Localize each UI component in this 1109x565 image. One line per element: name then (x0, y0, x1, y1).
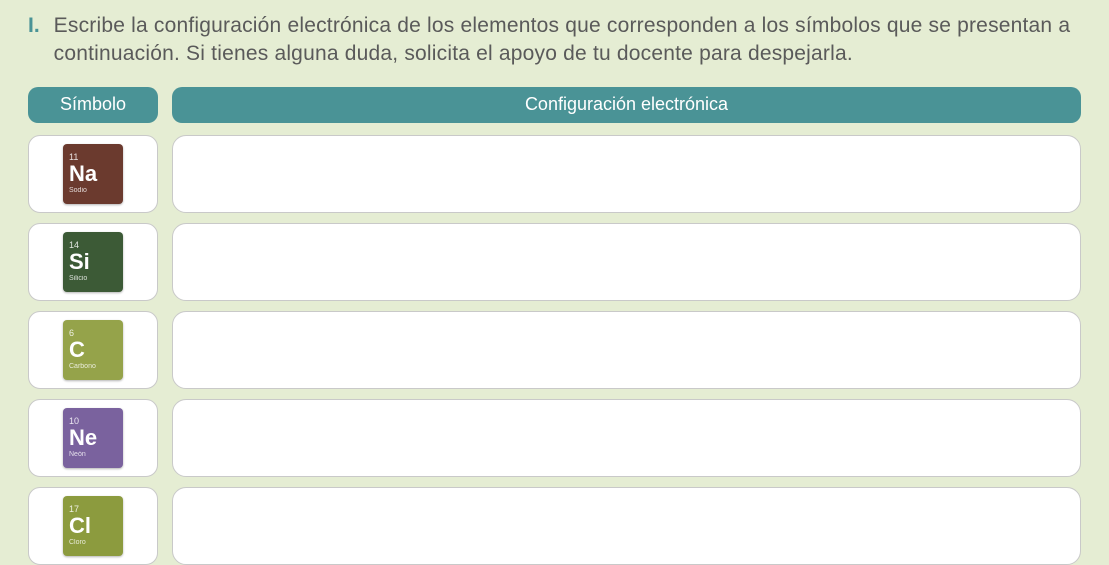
list-marker: I. (28, 12, 40, 69)
table-headers: Símbolo Configuración electrónica (28, 87, 1081, 123)
element-name: Cloro (69, 539, 86, 546)
config-input-cell[interactable] (172, 399, 1081, 477)
atomic-number: 11 (69, 153, 78, 162)
symbol-cell: 14Si Silicio (28, 223, 158, 301)
exercise-table: Símbolo Configuración electrónica 11Na So… (28, 87, 1081, 565)
table-row: 14Si Silicio (28, 223, 1081, 301)
config-input-cell[interactable] (172, 223, 1081, 301)
instruction-block: I. Escribe la configuración electrónica … (28, 12, 1081, 69)
table-row: 11Na Sodio (28, 135, 1081, 213)
rows-container: 11NaSodio14SiSilicio6CCarbono10NeNeón17C… (28, 135, 1081, 565)
header-config: Configuración electrónica (172, 87, 1081, 123)
table-row: 17Cl Cloro (28, 487, 1081, 565)
element-symbol: Cl (69, 515, 91, 537)
config-input-cell[interactable] (172, 311, 1081, 389)
atomic-number: 6 (69, 329, 74, 338)
element-symbol: Ne (69, 427, 97, 449)
element-tile: 10Ne Neón (63, 408, 123, 468)
element-tile: 11Na Sodio (63, 144, 123, 204)
element-tile: 17Cl Cloro (63, 496, 123, 556)
element-symbol: C (69, 339, 85, 361)
symbol-cell: 11Na Sodio (28, 135, 158, 213)
element-name: Neón (69, 451, 86, 458)
symbol-cell: 10Ne Neón (28, 399, 158, 477)
header-symbol: Símbolo (28, 87, 158, 123)
table-row: 10Ne Neón (28, 399, 1081, 477)
symbol-cell: 6C Carbono (28, 311, 158, 389)
element-tile: 14Si Silicio (63, 232, 123, 292)
element-symbol: Na (69, 163, 97, 185)
element-symbol: Si (69, 251, 90, 273)
atomic-number: 17 (69, 505, 79, 514)
instruction-text: Escribe la configuración electrónica de … (54, 12, 1081, 69)
config-input-cell[interactable] (172, 487, 1081, 565)
element-name: Silicio (69, 275, 87, 282)
symbol-cell: 17Cl Cloro (28, 487, 158, 565)
atomic-number: 10 (69, 417, 79, 426)
element-name: Carbono (69, 363, 96, 370)
element-name: Sodio (69, 187, 87, 194)
table-row: 6C Carbono (28, 311, 1081, 389)
atomic-number: 14 (69, 241, 79, 250)
config-input-cell[interactable] (172, 135, 1081, 213)
element-tile: 6C Carbono (63, 320, 123, 380)
